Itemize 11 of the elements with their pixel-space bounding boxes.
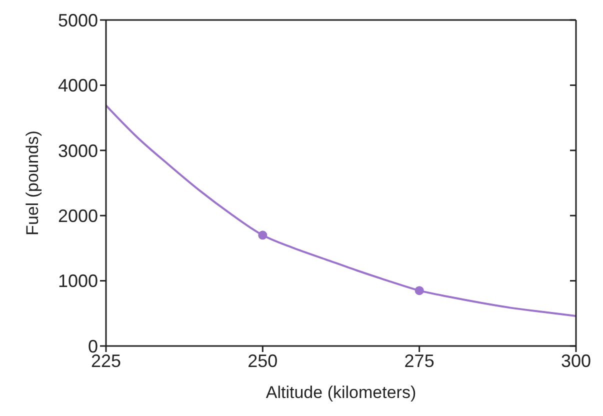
y-tick-label: 2000 [58, 206, 98, 226]
y-tick-label: 4000 [58, 76, 98, 96]
x-tick-label: 300 [560, 350, 592, 371]
y-tick-label: 1000 [58, 271, 98, 292]
x-axis-title: Altitude (kilometers) [266, 383, 416, 402]
x-tick-label: 250 [248, 350, 278, 371]
y-tick-label: 5000 [58, 10, 98, 30]
line-series [106, 104, 576, 318]
y-axis-title: Fuel (pounds) [23, 130, 42, 236]
y-tick-label: 3000 [58, 140, 98, 161]
x-tick-label: 275 [404, 350, 434, 371]
